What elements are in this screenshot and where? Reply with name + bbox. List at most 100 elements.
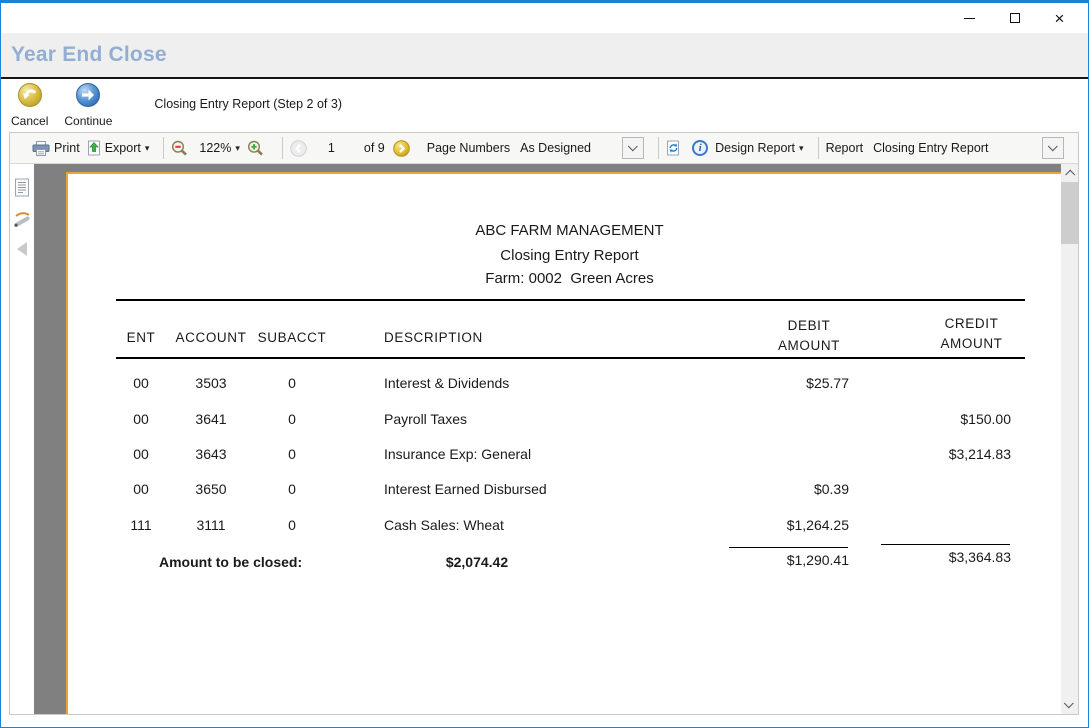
annotate-button[interactable] <box>12 211 32 233</box>
export-label: Export <box>104 141 141 155</box>
step-title: Closing Entry Report (Step 2 of 3) <box>154 97 342 111</box>
column-header-account: ACCOUNT <box>175 330 247 345</box>
refresh-report-button[interactable] <box>666 140 685 156</box>
page-numbers-label: Page Numbers <box>426 141 511 155</box>
report-dropdown-button[interactable] <box>1042 137 1064 159</box>
continue-icon <box>75 82 101 113</box>
debit-total: $1,290.41 <box>786 552 849 568</box>
zoom-level-dropdown[interactable]: 122% ▾ <box>199 141 240 155</box>
report-page: ABC FARM MANAGEMENT Closing Entry Report… <box>66 172 1073 714</box>
collapse-panel-arrow-icon[interactable] <box>17 242 27 256</box>
cell-ent: 111 <box>130 517 152 533</box>
vertical-scrollbar[interactable] <box>1061 164 1078 714</box>
previous-page-button[interactable] <box>290 139 311 157</box>
window-controls: × <box>947 3 1082 33</box>
cell-description: Interest & Dividends <box>384 375 510 391</box>
maximize-icon <box>1009 13 1020 23</box>
cell-credit: $3,214.83 <box>948 446 1011 462</box>
preview-toolbar: Print Export ▾ 122% ▾ <box>10 133 1078 164</box>
cancel-button[interactable]: Cancel <box>11 82 48 128</box>
cell-subacct: 0 <box>288 411 296 427</box>
cell-subacct: 0 <box>288 517 296 533</box>
scroll-up-button[interactable] <box>1061 164 1078 181</box>
cell-subacct: 0 <box>288 481 296 497</box>
minimize-icon <box>964 17 975 19</box>
column-header-ent: ENT <box>126 330 156 345</box>
cell-description: Interest Earned Disbursed <box>384 481 547 497</box>
chevron-down-icon <box>1063 698 1074 709</box>
app-header: Year End Close <box>1 33 1088 77</box>
print-label: Print <box>54 141 80 155</box>
info-icon: i <box>692 140 709 156</box>
chevron-down-icon <box>627 140 638 151</box>
title-bar: × <box>1 3 1088 33</box>
printer-icon <box>32 140 50 156</box>
page-numbers-value: As Designed <box>520 141 591 155</box>
step-toolbar: Cancel Continue Closing Entry Report (St… <box>1 79 1088 129</box>
pen-icon <box>14 212 30 227</box>
cell-account: 3643 <box>195 446 227 462</box>
column-header-credit: CREDIT AMOUNT <box>931 314 1012 354</box>
zoom-in-icon <box>247 140 263 156</box>
chevron-down-icon <box>1047 140 1058 151</box>
close-icon: × <box>1054 8 1065 28</box>
cell-debit: $0.39 <box>813 481 849 497</box>
design-report-button[interactable]: Design Report ▾ <box>715 141 803 155</box>
credit-header-line1: CREDIT <box>944 316 999 331</box>
cell-ent: 00 <box>133 481 149 497</box>
continue-button[interactable]: Continue <box>64 82 112 128</box>
report-pages-button[interactable] <box>14 178 30 202</box>
preview-body: ABC FARM MANAGEMENT Closing Entry Report… <box>10 164 1078 714</box>
cell-description: Cash Sales: Wheat <box>384 517 504 533</box>
report-combo[interactable]: Closing Entry Report <box>873 137 1078 159</box>
total-amount: $2,074.42 <box>445 554 509 570</box>
toolbar-separator <box>163 137 165 159</box>
zoom-out-button[interactable] <box>171 140 192 156</box>
zoom-dropdown-caret: ▾ <box>235 142 240 153</box>
report-company: ABC FARM MANAGEMENT <box>475 222 664 239</box>
total-label: Amount to be closed: <box>159 554 303 570</box>
debit-total-rule <box>729 547 848 548</box>
document-icon <box>15 178 29 197</box>
cancel-icon <box>17 82 43 113</box>
toolbar-separator <box>281 137 283 159</box>
zoom-level-value: 122% <box>199 141 232 155</box>
cell-description: Payroll Taxes <box>384 411 468 427</box>
toolbar-separator <box>658 137 660 159</box>
toolbar-separator <box>817 137 819 159</box>
credit-header-line2: AMOUNT <box>940 336 1003 351</box>
cell-ent: 00 <box>133 375 149 391</box>
report-combo-label: Report <box>825 141 864 155</box>
scroll-down-button[interactable] <box>1061 697 1078 714</box>
cell-account: 3111 <box>196 517 226 533</box>
report-title: Closing Entry Report <box>500 247 639 264</box>
cell-debit: $1,264.25 <box>786 517 849 533</box>
refresh-page-icon <box>667 140 680 156</box>
minimize-button[interactable] <box>947 3 992 33</box>
cell-credit: $150.00 <box>960 411 1011 427</box>
cell-ent: 00 <box>133 411 149 427</box>
export-dropdown-caret: ▾ <box>144 142 150 153</box>
close-button[interactable]: × <box>1037 3 1082 33</box>
cell-account: 3650 <box>195 481 227 497</box>
page-numbers-dropdown-button[interactable] <box>622 137 645 159</box>
column-header-debit: DEBIT AMOUNT <box>769 316 849 356</box>
credit-total-rule <box>881 544 1010 545</box>
previous-page-icon <box>290 139 307 157</box>
scrollbar-thumb[interactable] <box>1061 182 1078 244</box>
debit-header-line2: AMOUNT <box>777 338 841 353</box>
export-button[interactable]: Export ▾ <box>87 140 150 156</box>
zoom-in-button[interactable] <box>247 140 268 156</box>
chevron-up-icon <box>1065 169 1076 180</box>
page-numbers-combo[interactable]: As Designed <box>520 137 645 159</box>
print-button[interactable]: Print <box>32 140 80 156</box>
next-page-button[interactable] <box>392 139 414 157</box>
report-info-button[interactable]: i <box>692 140 709 156</box>
cell-debit: $25.77 <box>806 375 849 391</box>
maximize-button[interactable] <box>992 3 1037 33</box>
report-rule-header <box>116 357 1025 359</box>
cell-subacct: 0 <box>288 446 296 462</box>
current-page-input[interactable]: 1 <box>327 141 335 155</box>
report-farm-line: Farm: 0002 Green Acres <box>485 270 654 287</box>
next-page-icon <box>392 139 410 157</box>
